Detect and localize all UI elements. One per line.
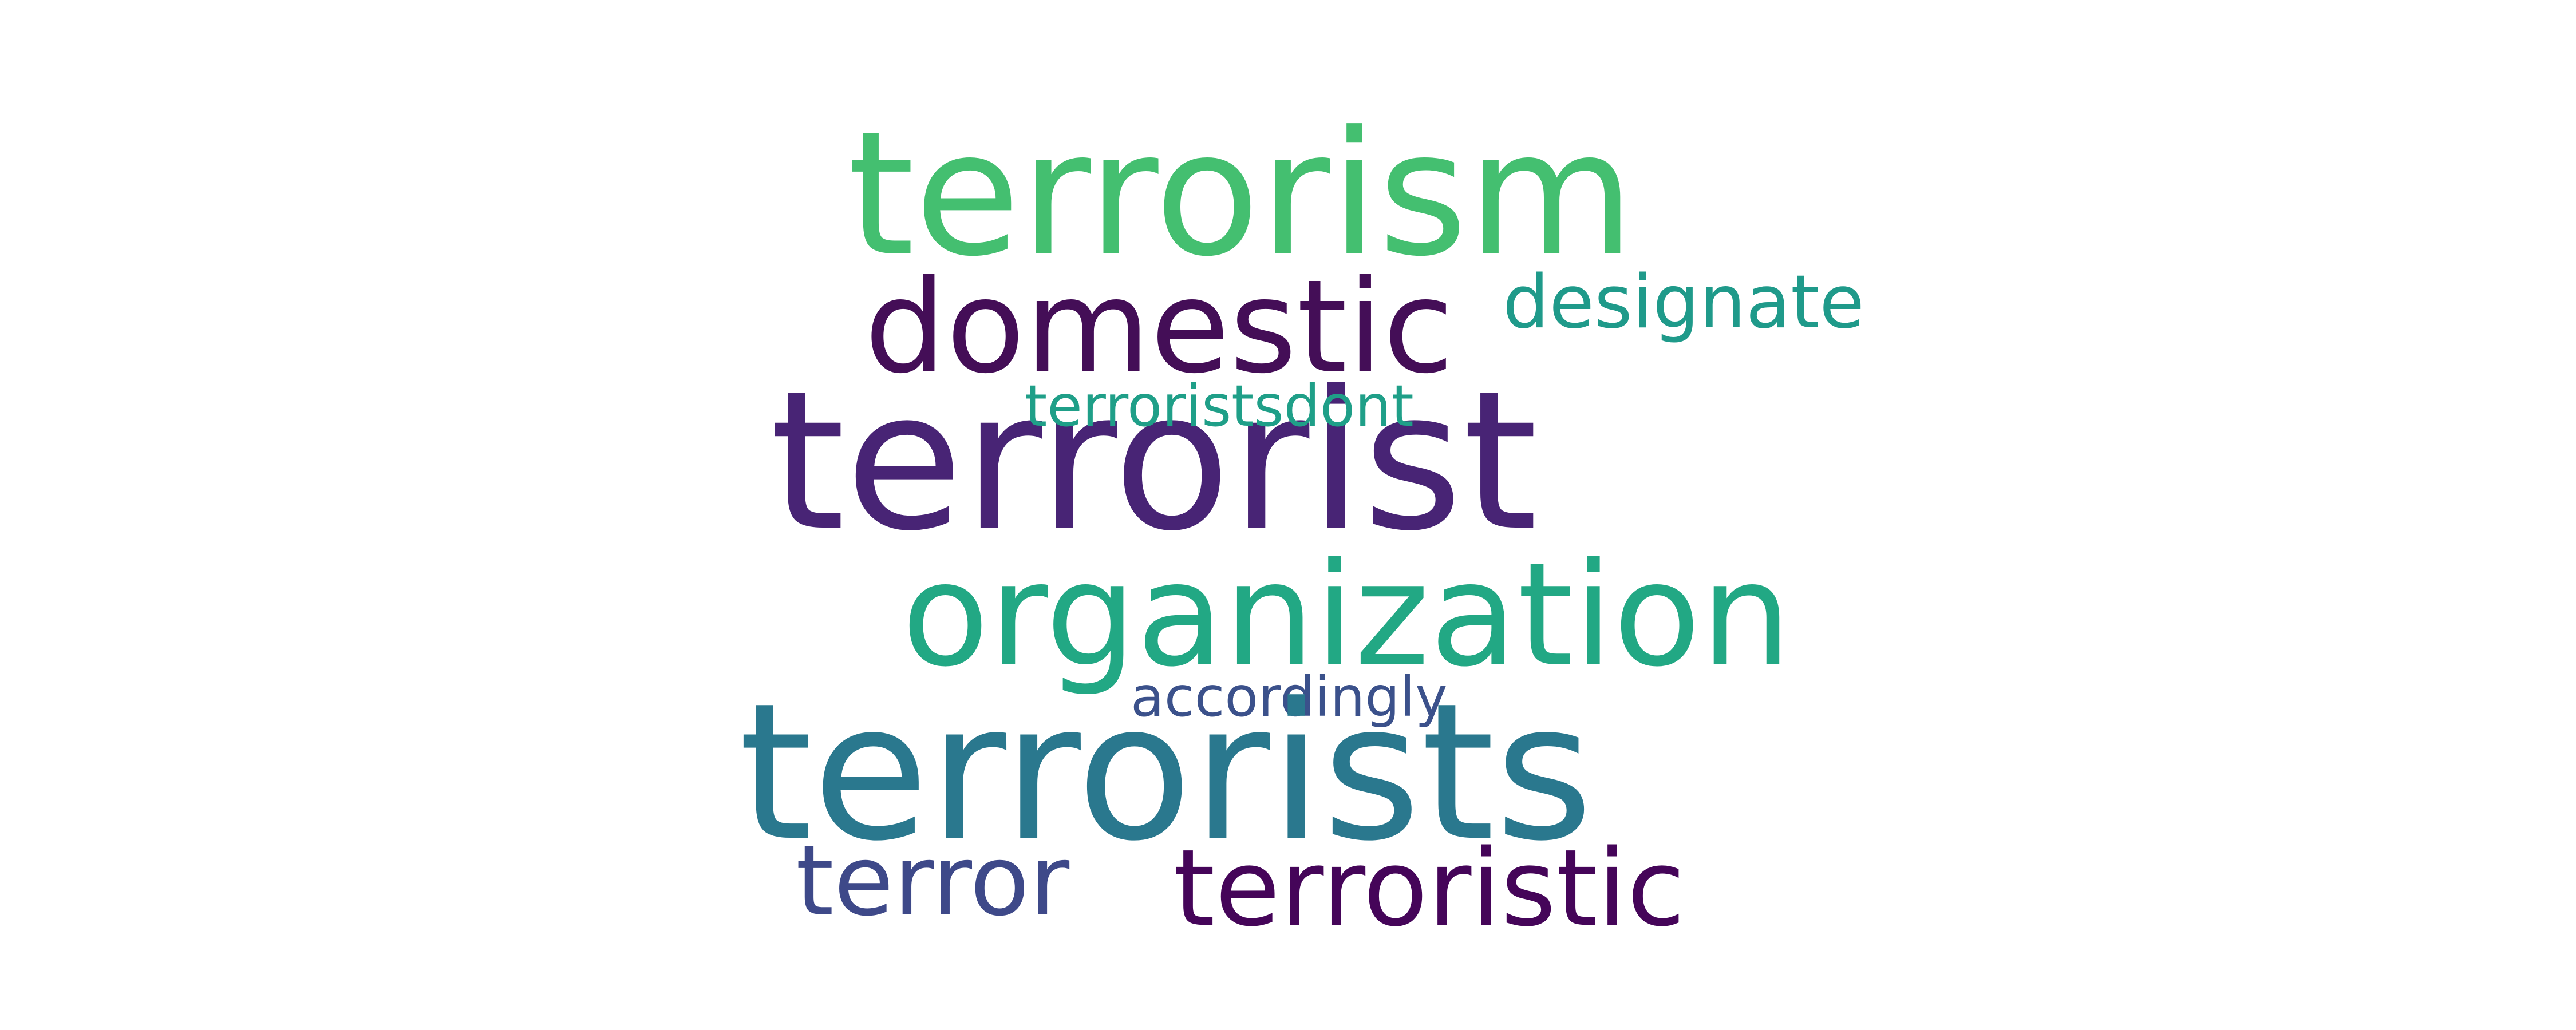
word-terror: terror: [796, 825, 1070, 938]
word-organization: organization: [902, 532, 1792, 698]
word-terrorists: terrorists: [738, 663, 1594, 882]
word-terrorism: terrorism: [847, 94, 1635, 294]
word-domestic: domestic: [864, 252, 1454, 402]
word-terrorist: terrorist: [770, 350, 1538, 573]
word-accordingly: accordingly: [1131, 665, 1448, 729]
word-terroristsdont: terroristsdont: [1025, 373, 1414, 439]
word-terroristic: terroristic: [1174, 826, 1685, 950]
word-designate: designate: [1503, 260, 1864, 345]
